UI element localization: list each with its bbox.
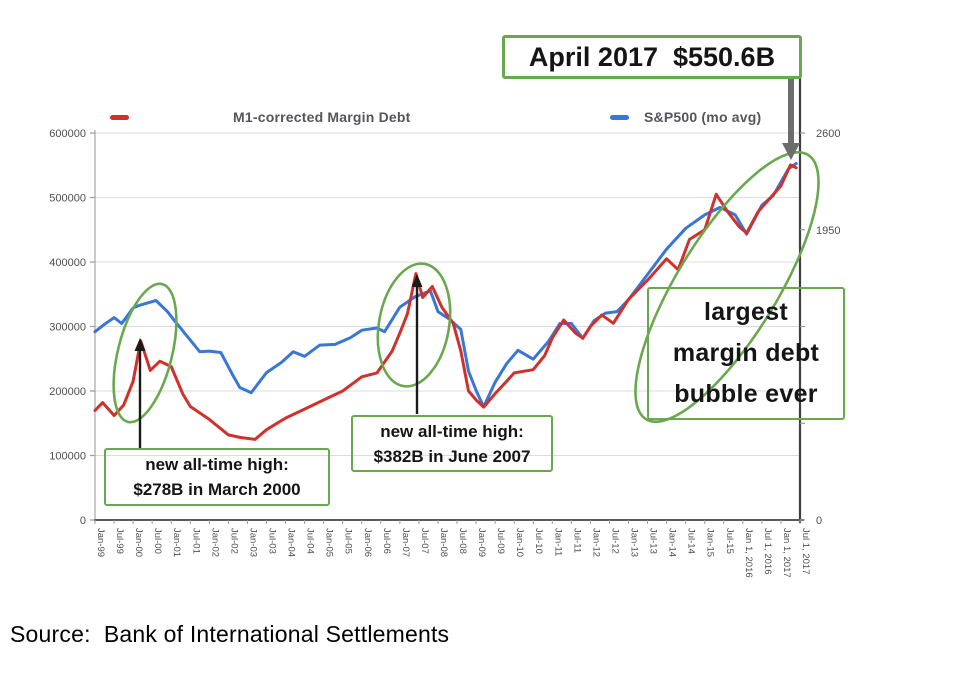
x-tick-label: Jan-10 [514, 528, 525, 557]
x-tick-label: Jul-13 [648, 528, 659, 554]
x-tick-label: Jan 1, 2016 [743, 528, 754, 578]
x-tick-label: Jul-02 [228, 528, 239, 554]
annotation-high-2000: new all-time high: $278B in March 2000 [104, 448, 330, 506]
x-tick-label: Jan-04 [286, 528, 297, 557]
annotation-bubble-line2: margin debt [672, 339, 820, 367]
arrow-to-2000-peak-head-icon [134, 338, 146, 351]
x-tick-label: Jan-05 [324, 528, 335, 557]
annotation-bubble: largest margin debt bubble ever [647, 287, 845, 420]
x-tick-label: Jul-15 [724, 528, 735, 554]
x-tick-label: Jul-14 [686, 528, 697, 554]
x-tick-label: Jul-10 [533, 528, 544, 554]
x-tick-label: Jul-08 [457, 528, 468, 554]
x-tick-label: Jul-01 [190, 528, 201, 554]
x-tick-label: Jul 1, 2017 [800, 528, 811, 574]
x-tick-label: Jul-12 [609, 528, 620, 554]
x-tick-label: Jan-01 [171, 528, 182, 557]
x-tick-label: Jul-11 [571, 528, 582, 553]
x-tick-label: Jan 1, 2017 [781, 528, 792, 578]
x-tick-label: Jan-08 [438, 528, 449, 557]
annotation-high-2007: new all-time high: $382B in June 2007 [351, 415, 553, 472]
y-left-tick-label: 0 [80, 515, 86, 527]
legend-sp500-label: S&P500 (mo avg) [644, 109, 762, 125]
x-tick-label: Jul-07 [419, 528, 430, 554]
y-left-tick-label: 600000 [49, 128, 86, 140]
annotation-high-2000-line1: new all-time high: [145, 455, 289, 474]
y-left-tick-label: 100000 [49, 451, 86, 463]
y-left-tick-label: 200000 [49, 386, 86, 398]
arrow-to-april-2017-head-icon [782, 143, 800, 160]
x-tick-label: Jan-07 [400, 528, 411, 557]
x-tick-label: Jan-13 [629, 528, 640, 557]
ellipse-2017-bubble [634, 150, 820, 424]
source-text: Source: Bank of International Settlement… [10, 621, 450, 647]
x-tick-label: Jan-06 [362, 528, 373, 557]
y-right-tick-label: 0 [816, 515, 822, 527]
arrow-to-2007-peak-head-icon [411, 274, 423, 287]
annotation-high-2007-line2: $382B in June 2007 [373, 446, 531, 466]
x-tick-label: Jan-15 [705, 528, 716, 557]
annotation-bubble-line1: largest [703, 298, 789, 326]
margin-debt-line [93, 163, 798, 441]
sp500-line [93, 162, 798, 409]
x-tick-label: Jul 1, 2016 [762, 528, 773, 574]
y-left-tick-label: 300000 [49, 322, 86, 334]
annotation-bubble-line3: bubble ever [674, 380, 818, 408]
x-tick-label: Jan-12 [590, 528, 601, 557]
x-tick-label: Jan-09 [476, 528, 487, 557]
x-tick-label: Jan-02 [209, 528, 220, 557]
annotation-high-2000-line2: $278B in March 2000 [133, 480, 301, 499]
legend-margin-debt-label: M1-corrected Margin Debt [233, 109, 411, 125]
x-tick-label: Jan-00 [133, 528, 144, 557]
annotation-high-2007-line1: new all-time high: [380, 421, 524, 441]
y-left-tick-label: 400000 [49, 257, 86, 269]
x-tick-label: Jul-06 [381, 528, 392, 554]
legend-sp500-marker [610, 115, 629, 120]
x-tick-label: Jul-05 [343, 528, 354, 554]
x-tick-label: Jul-00 [152, 528, 163, 554]
x-tick-label: Jan-14 [667, 528, 678, 557]
x-tick-label: Jul-09 [495, 528, 506, 554]
y-right-tick-label: 2600 [816, 128, 840, 140]
ellipse-2007-peak [376, 262, 452, 388]
x-tick-label: Jul-04 [305, 528, 316, 554]
x-tick-label: Jan-11 [552, 528, 563, 556]
y-right-tick-label: 1950 [816, 225, 840, 237]
x-tick-label: Jan-03 [247, 528, 258, 557]
x-tick-label: Jul-99 [114, 528, 125, 554]
annotation-april-2017: April 2017 $550.6B [502, 35, 802, 79]
ellipse-2000-peak [112, 282, 178, 424]
x-tick-label: Jul-03 [266, 528, 277, 554]
legend-margin-debt-marker [110, 115, 129, 120]
y-left-tick-label: 500000 [49, 193, 86, 205]
x-tick-label: Jan-99 [95, 528, 106, 557]
